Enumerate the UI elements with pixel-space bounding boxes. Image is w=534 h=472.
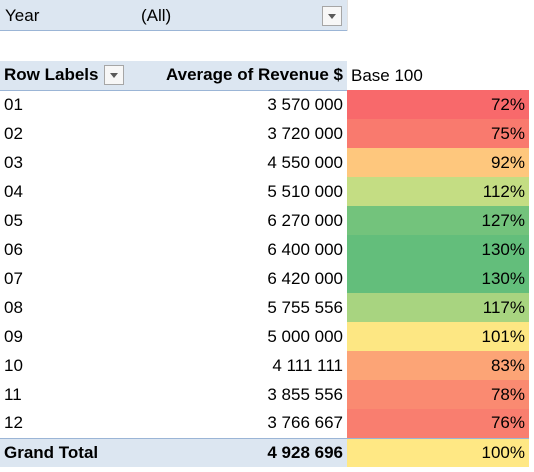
table-row: 12 3 766 667 76% xyxy=(0,409,529,438)
filter-value: (All) xyxy=(141,6,172,25)
base-100-cell: 76% xyxy=(347,409,529,438)
base-100-cell: 112% xyxy=(347,177,529,206)
avg-revenue-cell: 3 720 000 xyxy=(267,123,343,143)
table-row: 10 4 111 111 83% xyxy=(0,351,529,380)
row-label-cell: 04 xyxy=(4,181,23,201)
table-row: 02 3 720 000 75% xyxy=(0,119,529,148)
avg-revenue-cell: 5 000 000 xyxy=(267,326,343,346)
base-100-header: Base 100 xyxy=(347,61,529,90)
grand-total-label: Grand Total xyxy=(0,437,140,467)
table-row: 08 5 755 556 117% xyxy=(0,293,529,322)
avg-revenue-cell: 5 755 556 xyxy=(267,297,343,317)
table-row: 05 6 270 000 127% xyxy=(0,206,529,235)
avg-revenue-cell: 3 766 667 xyxy=(267,413,343,433)
row-label-cell: 02 xyxy=(4,123,23,143)
table-row: 06 6 400 000 130% xyxy=(0,235,529,264)
base-100-cell: 101% xyxy=(347,322,529,351)
table-row: 04 5 510 000 112% xyxy=(0,177,529,206)
gridline xyxy=(347,0,348,31)
avg-revenue-cell: 4 111 111 xyxy=(272,355,343,375)
base-100-cell: 92% xyxy=(347,148,529,177)
row-label-cell: 05 xyxy=(4,210,23,230)
base-100-cell: 127% xyxy=(347,206,529,235)
row-label-cell: 10 xyxy=(4,355,23,375)
row-label-cell: 09 xyxy=(4,326,23,346)
avg-revenue-cell: 6 270 000 xyxy=(267,210,343,230)
avg-revenue-header: Average of Revenue $ xyxy=(140,61,347,91)
pivot-table: Row Labels Average of Revenue $ Base 100… xyxy=(0,61,529,467)
chevron-down-icon xyxy=(328,13,336,19)
pivot-header-row: Row Labels Average of Revenue $ Base 100 xyxy=(0,61,529,91)
row-label-cell: 12 xyxy=(4,413,23,433)
filter-label: Year xyxy=(5,6,40,25)
report-filter-row: Year (All) xyxy=(0,0,347,31)
grand-total-base: 100% xyxy=(347,437,529,467)
row-label-cell: 11 xyxy=(4,384,22,404)
year-filter-dropdown-button[interactable] xyxy=(322,6,342,26)
base-100-cell: 117% xyxy=(347,293,529,322)
base-100-cell: 130% xyxy=(347,235,529,264)
base-100-cell: 78% xyxy=(347,380,529,409)
avg-revenue-cell: 3 570 000 xyxy=(267,94,343,114)
chevron-down-icon xyxy=(110,72,119,78)
avg-revenue-cell: 4 550 000 xyxy=(267,152,343,172)
row-label-cell: 07 xyxy=(4,268,23,288)
avg-revenue-cell: 6 400 000 xyxy=(267,239,343,259)
avg-revenue-cell: 3 855 556 xyxy=(267,384,343,404)
row-label-cell: 01 xyxy=(4,94,23,114)
base-100-cell: 75% xyxy=(347,119,529,148)
table-row: 09 5 000 000 101% xyxy=(0,322,529,351)
row-labels-filter-dropdown-button[interactable] xyxy=(104,65,125,86)
grand-total-avg: 4 928 696 xyxy=(140,437,347,467)
table-row: 11 3 855 556 78% xyxy=(0,380,529,409)
row-label-cell: 06 xyxy=(4,239,23,259)
row-label-cell: 03 xyxy=(4,152,23,172)
base-100-cell: 72% xyxy=(347,90,529,119)
grand-total-row: Grand Total 4 928 696 100% xyxy=(0,437,529,467)
row-label-cell: 08 xyxy=(4,297,23,317)
row-labels-header-text: Row Labels xyxy=(4,65,99,85)
table-row: 03 4 550 000 92% xyxy=(0,148,529,177)
row-labels-header: Row Labels xyxy=(0,61,140,91)
table-row: 07 6 420 000 130% xyxy=(0,264,529,293)
avg-revenue-cell: 6 420 000 xyxy=(267,268,343,288)
base-100-cell: 130% xyxy=(347,264,529,293)
base-100-cell: 83% xyxy=(347,351,529,380)
table-row: 01 3 570 000 72% xyxy=(0,90,529,119)
avg-revenue-cell: 5 510 000 xyxy=(267,181,343,201)
